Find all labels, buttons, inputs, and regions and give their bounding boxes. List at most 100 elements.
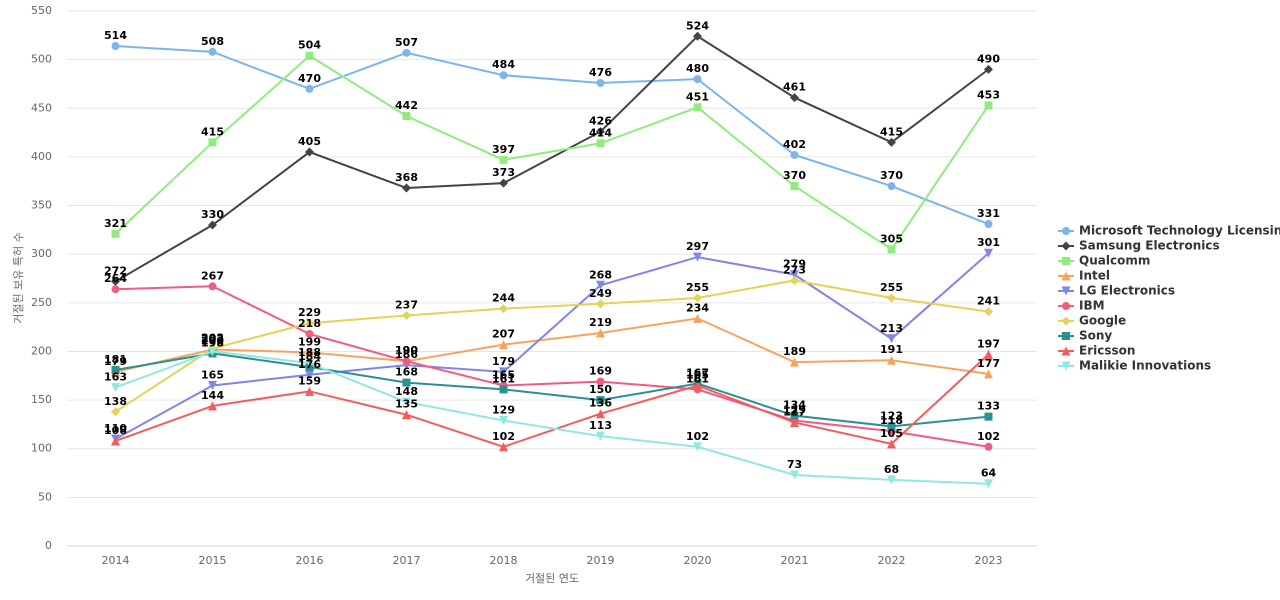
data-label: 273: [783, 263, 806, 276]
legend-label: Microsoft Technology Licensing: [1079, 224, 1280, 238]
point: [790, 357, 799, 367]
point: [111, 285, 120, 294]
point: [402, 397, 411, 407]
x-tick-label: 2020: [684, 554, 712, 567]
data-label: 191: [880, 343, 903, 356]
data-label: 113: [589, 419, 612, 432]
data-label: 451: [686, 90, 709, 103]
point: [596, 299, 605, 309]
data-label: 234: [686, 301, 709, 314]
y-tick-label: 450: [31, 101, 52, 114]
point: [887, 137, 896, 147]
point: [305, 51, 314, 60]
data-label: 414: [589, 126, 612, 139]
x-tick-label: 2015: [199, 554, 227, 567]
point: [887, 182, 896, 191]
data-label: 133: [977, 400, 1000, 413]
data-label: 203: [201, 332, 224, 345]
data-label: 370: [783, 169, 806, 182]
point: [208, 381, 217, 390]
point: [208, 138, 217, 147]
legend-marker: [1062, 332, 1070, 340]
data-label: 64: [981, 467, 997, 480]
y-tick-label: 550: [31, 4, 52, 17]
point: [693, 75, 702, 84]
legend-marker: [1061, 316, 1071, 326]
point: [790, 275, 799, 285]
y-tick-label: 400: [31, 150, 52, 163]
data-label: 102: [977, 430, 1000, 443]
legend-item: Microsoft Technology Licensing: [1058, 224, 1280, 238]
series-line: [114, 279, 989, 413]
data-label: 197: [977, 337, 1000, 350]
point: [499, 178, 508, 188]
data-label: 105: [880, 427, 903, 440]
legend-marker: [1062, 302, 1070, 310]
data-label: 184: [298, 350, 321, 363]
point: [984, 442, 993, 451]
point: [499, 304, 508, 314]
data-label: 241: [977, 295, 1000, 308]
data-label: 127: [783, 405, 806, 418]
data-label: 484: [492, 58, 515, 71]
series-line: [115, 350, 989, 485]
legend-item: Google: [1058, 314, 1126, 328]
data-label: 415: [201, 125, 224, 138]
point: [693, 293, 702, 303]
data-label: 218: [298, 317, 321, 330]
data-label: 255: [686, 281, 709, 294]
series-line: [114, 35, 990, 283]
point: [596, 328, 605, 338]
data-label: 144: [201, 389, 224, 402]
y-tick-label: 150: [31, 393, 52, 406]
data-label: 177: [977, 357, 1000, 370]
point: [887, 439, 896, 449]
point: [790, 93, 799, 103]
data-label: 244: [492, 292, 515, 305]
point: [887, 355, 896, 365]
y-tick-label: 250: [31, 296, 52, 309]
point: [402, 357, 411, 366]
data-label: 123: [880, 409, 903, 422]
x-tick-label: 2022: [878, 554, 906, 567]
series-line: [114, 54, 990, 251]
point: [887, 245, 896, 254]
data-label: 179: [492, 355, 515, 368]
data-label: 159: [298, 374, 321, 387]
point: [984, 412, 993, 421]
data-label: 524: [686, 19, 709, 32]
data-label: 426: [589, 115, 612, 128]
data-label: 476: [589, 66, 612, 79]
point: [790, 270, 799, 280]
y-tick-label: 500: [31, 53, 52, 66]
legend-label: Samsung Electronics: [1079, 239, 1220, 253]
point: [402, 112, 411, 121]
data-label: 165: [686, 369, 709, 382]
data-label: 508: [201, 35, 224, 48]
point: [790, 182, 799, 191]
legend-item: Malikie Innovations: [1058, 359, 1211, 373]
point: [111, 42, 120, 51]
data-label: 305: [880, 232, 903, 245]
legend-marker: [1061, 271, 1071, 281]
point: [984, 248, 993, 258]
legend-marker: [1062, 227, 1070, 235]
legend-item: Samsung Electronics: [1058, 239, 1220, 253]
legend-item: Ericsson: [1058, 344, 1135, 358]
point: [596, 280, 605, 290]
data-label: 150: [589, 383, 612, 396]
x-tick-label: 2019: [587, 554, 615, 567]
legend-item: Intel: [1058, 269, 1110, 283]
point: [499, 416, 508, 426]
point: [111, 382, 120, 392]
point: [984, 349, 993, 359]
point: [984, 479, 993, 489]
legend-marker: [1061, 286, 1071, 296]
data-label: 373: [492, 166, 515, 179]
legend-item: LG Electronics: [1058, 284, 1175, 298]
data-label: 255: [880, 281, 903, 294]
y-tick-label: 100: [31, 442, 52, 455]
legend-marker: [1062, 257, 1070, 265]
point: [693, 252, 702, 262]
data-label: 405: [298, 135, 321, 148]
